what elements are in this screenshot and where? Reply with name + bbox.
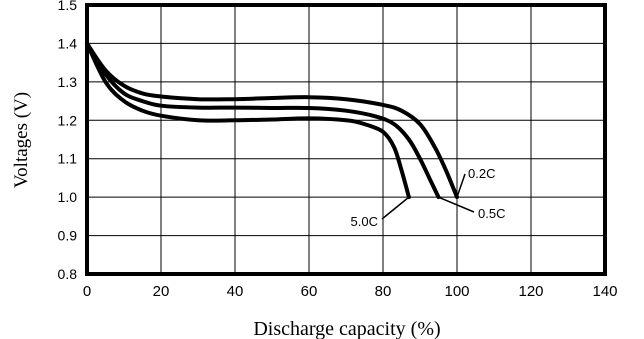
series-line-0-5C xyxy=(85,41,441,200)
annotation-label: 5.0C xyxy=(351,214,378,229)
x-tick-label: 60 xyxy=(301,283,318,300)
series-curves xyxy=(85,41,459,200)
series-line-5-0C xyxy=(85,41,411,200)
x-tick-label: 100 xyxy=(444,283,469,300)
annotation-leader xyxy=(381,196,410,220)
y-axis-label: Voltages (V) xyxy=(11,92,32,188)
series-line-0-2C xyxy=(85,41,459,200)
y-tick-label: 1.5 xyxy=(58,0,78,13)
annotation-label: 0.2C xyxy=(468,166,495,181)
grid-lines xyxy=(87,5,605,274)
x-tick-label: 0 xyxy=(83,283,91,300)
x-tick-label: 40 xyxy=(227,283,244,300)
y-tick-label: 0.8 xyxy=(58,266,78,282)
y-tick-label: 0.9 xyxy=(58,228,78,244)
y-tick-label: 1.0 xyxy=(58,189,78,205)
plot-frame xyxy=(85,3,607,276)
x-tick-label: 120 xyxy=(518,283,543,300)
y-tick-label: 1.4 xyxy=(58,35,78,51)
x-tick-label: 140 xyxy=(592,283,617,300)
x-tick-labels: 0 20 40 60 80 100 120 140 xyxy=(83,283,618,300)
y-tick-label: 1.3 xyxy=(58,74,78,90)
x-axis-label: Discharge capacity (%) xyxy=(253,318,440,339)
x-tick-label: 80 xyxy=(375,283,392,300)
y-tick-labels: 0.8 0.9 1.0 1.1 1.2 1.3 1.4 1.5 xyxy=(58,0,78,282)
curve-annotations: 0.2C 0.5C 5.0C xyxy=(351,166,506,229)
annotation-leader xyxy=(438,196,475,213)
y-tick-label: 1.2 xyxy=(58,112,78,128)
x-tick-label: 20 xyxy=(153,283,170,300)
y-tick-label: 1.1 xyxy=(58,151,78,167)
annotation-leader xyxy=(456,173,466,198)
annotation-label: 0.5C xyxy=(478,206,505,221)
